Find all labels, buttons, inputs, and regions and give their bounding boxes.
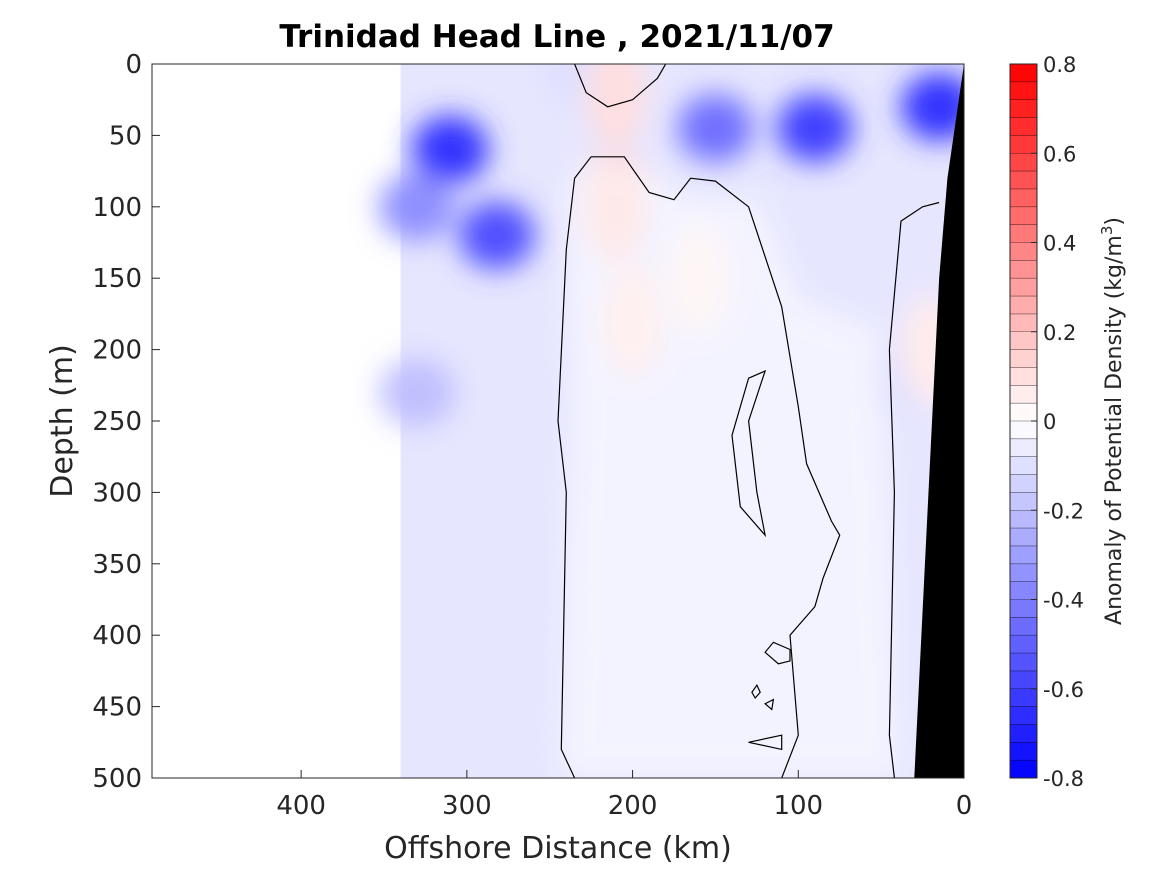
near-zero-core — [560, 160, 900, 778]
anomaly-feature-7 — [901, 72, 964, 141]
colorbar-tick-label: 0 — [1043, 410, 1056, 434]
colorbar-level — [1010, 474, 1037, 493]
colorbar-level — [1010, 617, 1037, 636]
colorbar-tick-label: 0.8 — [1043, 53, 1076, 77]
y-tick-label: 500 — [92, 764, 142, 794]
colorbar-level — [1010, 742, 1037, 761]
x-axis-label: Offshore Distance (km) — [384, 831, 732, 866]
colorbar-tick-label: -0.4 — [1043, 589, 1084, 613]
y-tick-label: 50 — [109, 121, 142, 151]
plot-area — [152, 64, 964, 778]
colorbar-label: Anomaly of Potential Density (kg/m3) — [1098, 217, 1127, 625]
colorbar-level — [1010, 403, 1037, 422]
colorbar-level — [1010, 278, 1037, 297]
x-tick-label: 400 — [276, 791, 326, 821]
x-tick-label: 200 — [608, 791, 658, 821]
chart-title: Trinidad Head Line , 2021/11/07 — [279, 19, 834, 55]
colorbar-level — [1010, 760, 1037, 779]
y-tick-label: 400 — [92, 621, 142, 651]
zero-contour-2 — [574, 64, 667, 108]
bathymetry — [914, 64, 964, 778]
zero-contours — [557, 64, 940, 778]
colorbar-level — [1010, 635, 1037, 654]
colorbar-tick-label: -0.2 — [1043, 499, 1084, 523]
colorbar-level — [1010, 117, 1037, 136]
y-tick-label: 350 — [92, 550, 142, 580]
anomaly-feature-2 — [379, 172, 456, 241]
colorbar-level — [1010, 260, 1037, 279]
colorbar-level — [1010, 171, 1037, 190]
density-anomaly-field — [379, 64, 964, 778]
colorbar-level — [1010, 688, 1037, 708]
colorbar-level — [1010, 99, 1037, 119]
y-tick-label: 250 — [92, 407, 142, 437]
y-tick-label: 200 — [92, 336, 142, 366]
colorbar-tick-label: -0.8 — [1043, 767, 1084, 791]
colorbar-level — [1010, 670, 1037, 690]
y-tick-label: 300 — [92, 478, 142, 508]
colorbar-level — [1010, 188, 1037, 208]
anomaly-feature-5 — [677, 94, 754, 163]
colorbar-level — [1010, 81, 1037, 101]
colorbar-level — [1010, 706, 1037, 725]
colorbar: 0.8 0.6 0.4 0.2 0 -0.2 -0.4 -0.6 -0.8 — [1009, 53, 1084, 791]
colorbar-level — [1010, 296, 1037, 315]
colorbar-level — [1010, 224, 1037, 243]
zero-contour-loop-2 — [751, 684, 761, 700]
colorbar-level — [1010, 242, 1037, 261]
colorbar-level — [1010, 385, 1037, 404]
colorbar-level — [1010, 206, 1037, 226]
colorbar-tick-label: 0.2 — [1043, 321, 1076, 345]
x-tick-label: 300 — [442, 791, 492, 821]
anomaly-feature-1 — [458, 201, 535, 270]
zero-contour-loop-3 — [764, 698, 775, 711]
x-tick-label: 0 — [956, 791, 973, 821]
anomaly-feature-9 — [586, 64, 646, 148]
colorbar-level — [1010, 545, 1037, 565]
y-axis-label: Depth (m) — [45, 344, 80, 498]
colorbar-level — [1010, 367, 1037, 386]
anomaly-feature-3 — [379, 358, 456, 427]
colorbar-level — [1010, 653, 1037, 672]
colorbar-level — [1010, 528, 1037, 547]
anomaly-feature-6 — [776, 94, 853, 163]
colorbar-level — [1010, 724, 1037, 743]
y-axis: 0 50 100 150 200 250 300 350 400 450 500 — [92, 50, 160, 794]
y-tick-label: 450 — [92, 693, 142, 723]
zero-contour-loop-1 — [764, 641, 791, 665]
colorbar-level — [1010, 64, 1037, 83]
colorbar-level — [1010, 510, 1037, 529]
anomaly-feature-0 — [412, 115, 489, 184]
colorbar-tick-label: 0.4 — [1043, 232, 1076, 256]
colorbar-level — [1010, 153, 1037, 172]
colorbar-level — [1010, 581, 1037, 600]
colorbar-level — [1010, 438, 1037, 458]
zero-contour-1 — [888, 201, 940, 778]
colorbar-level — [1010, 349, 1037, 368]
colorbar-tick-label: -0.6 — [1043, 678, 1084, 702]
colorbar-level — [1010, 135, 1037, 154]
colorbar-level — [1010, 492, 1037, 511]
colorbar-level — [1010, 456, 1037, 476]
colorbar-level — [1010, 563, 1037, 583]
colorbar-level — [1010, 313, 1037, 333]
y-tick-label: 100 — [92, 193, 142, 223]
colorbar-level — [1010, 421, 1037, 440]
colorbar-level — [1010, 599, 1037, 618]
zero-contour-loop-4 — [748, 734, 783, 751]
y-tick-label: 0 — [125, 50, 142, 80]
x-axis: 400 300 200 100 0 — [276, 770, 972, 821]
colorbar-tick-label: 0.6 — [1043, 142, 1076, 166]
zero-contour-loop-0 — [731, 369, 767, 538]
y-tick-label: 150 — [92, 264, 142, 294]
x-tick-label: 100 — [773, 791, 823, 821]
zero-contour-0 — [557, 156, 841, 778]
colorbar-level — [1010, 331, 1037, 351]
